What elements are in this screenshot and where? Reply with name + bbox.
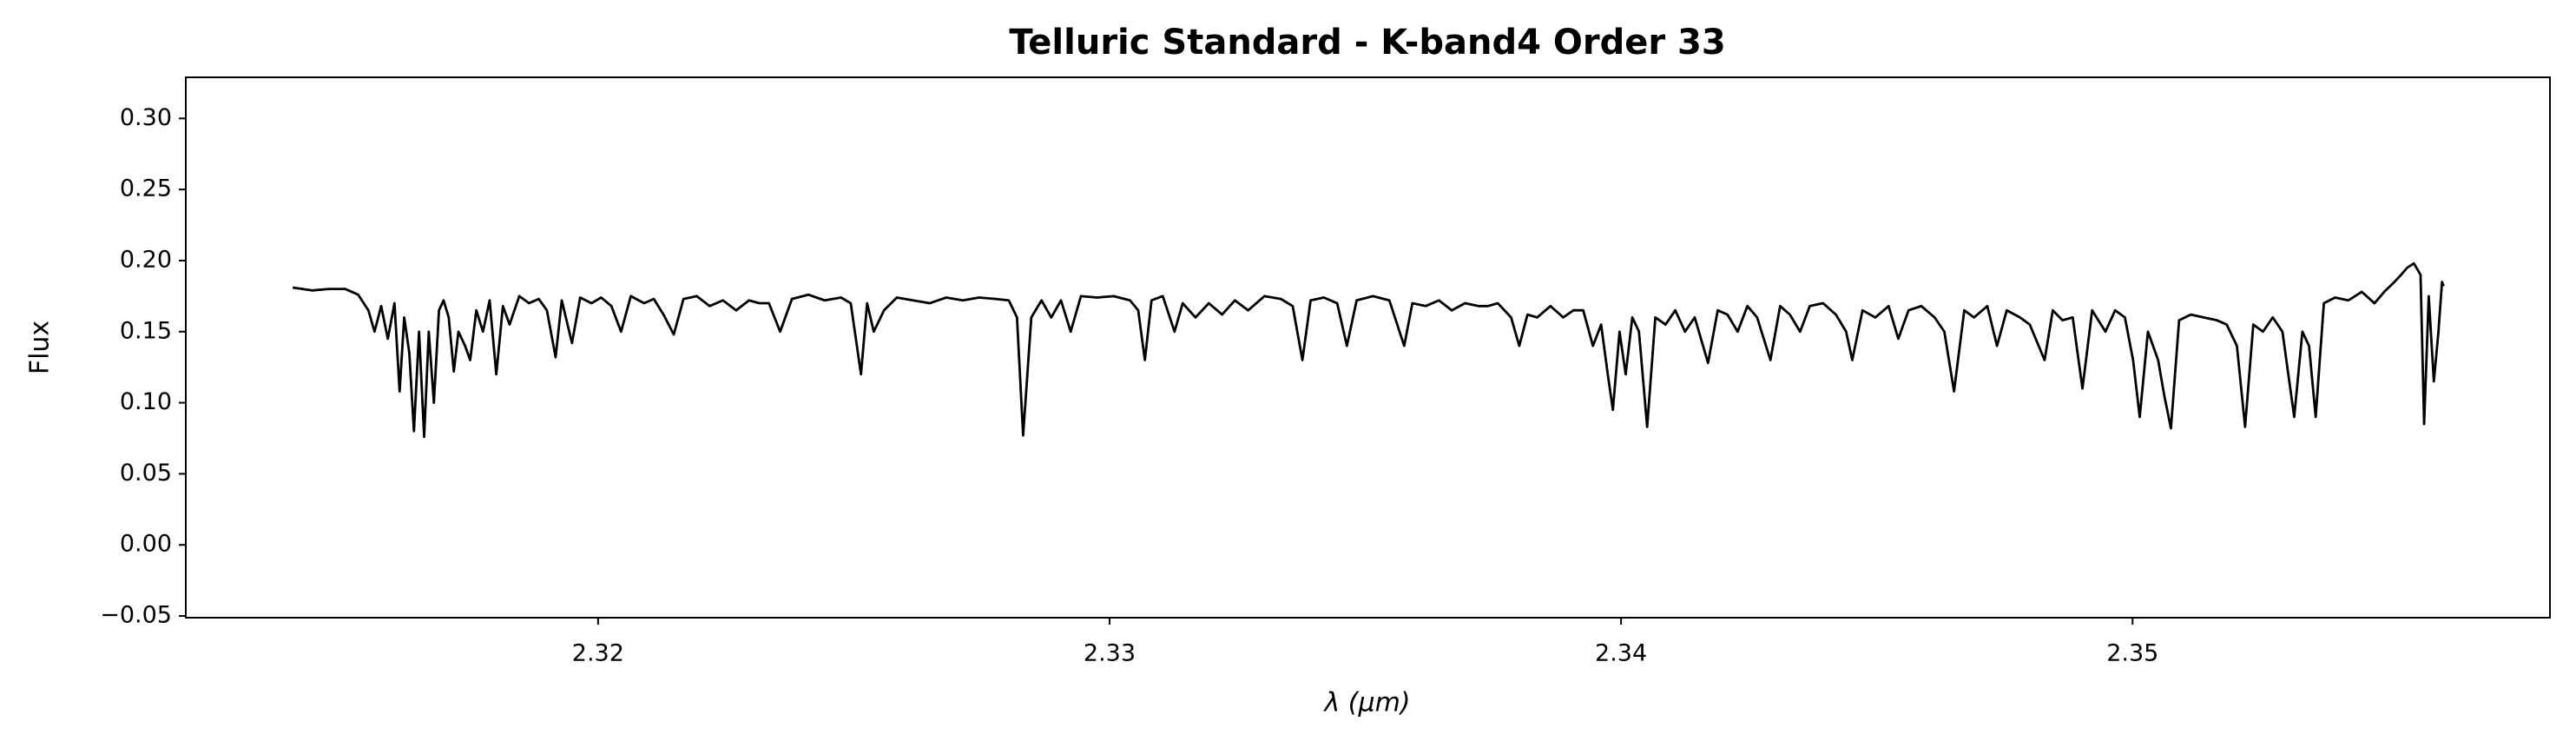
y-tick-label: 0.05 — [120, 460, 172, 487]
x-tick-label: 2.33 — [1084, 640, 1136, 667]
y-tick-label: 0.15 — [120, 317, 172, 344]
spectrum-line — [292, 261, 2445, 439]
x-tick-label: 2.34 — [1595, 640, 1647, 667]
plot-frame — [185, 76, 2551, 619]
y-tick-label: 0.00 — [120, 531, 172, 558]
y-tick-label: 0.25 — [120, 175, 172, 202]
y-tick-label: −0.05 — [100, 602, 172, 629]
chart-title: Telluric Standard - K-band4 Order 33 — [1009, 23, 1725, 63]
y-tick-label: 0.20 — [120, 246, 172, 273]
y-tick-label: 0.30 — [120, 104, 172, 131]
x-axis-label: λ (μm) — [1322, 688, 1410, 718]
y-axis-label: Flux — [25, 321, 56, 374]
x-tick-label: 2.32 — [572, 640, 624, 667]
x-tick-label: 2.35 — [2106, 640, 2158, 667]
y-tick-label: 0.10 — [120, 388, 172, 415]
